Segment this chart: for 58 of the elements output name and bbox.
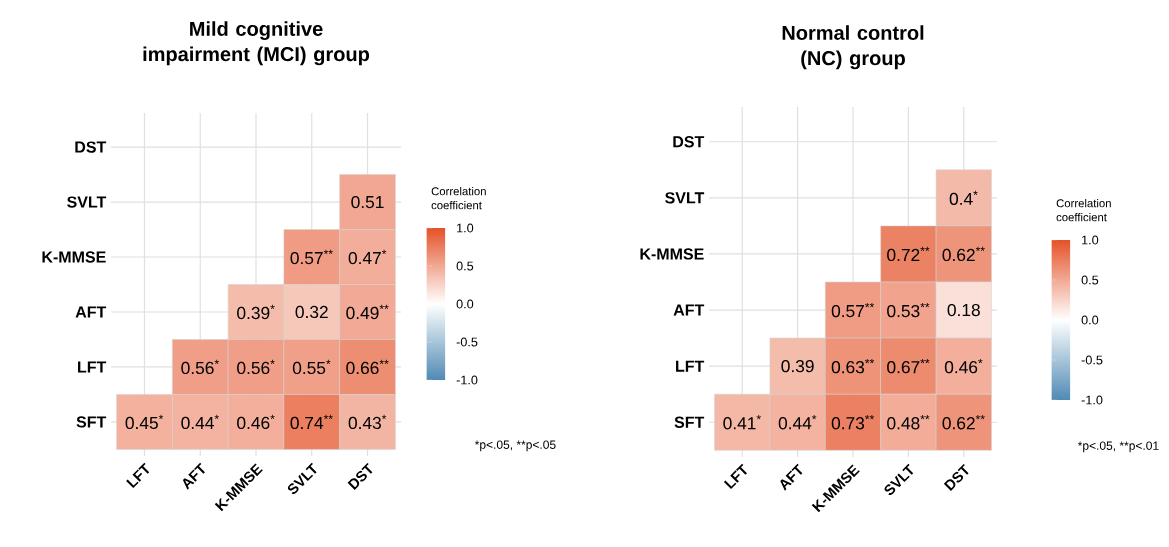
color-bar-label: 0.5 [1081,275,1099,285]
y-tick-label: DST [75,141,107,153]
data-label: 0.66$^{**}$ [346,359,389,375]
data-label: 0.41$^{*}$ [723,415,761,430]
data-label: 0.63$^{**}$ [831,358,875,374]
y-tick-label: AFT [673,304,705,316]
data-label: 0.46$^{*}$ [237,414,275,430]
color-bar-label: -0.5 [1081,355,1103,365]
data-label: 0.4$^{*}$ [949,190,978,206]
data-label: 0.56$^{*}$ [181,359,219,375]
y-tick-label: DST [673,136,705,148]
data-label: 0.49$^{**}$ [346,304,389,320]
data-label: 0.44$^{*}$ [181,414,219,430]
y-tick-label: AFT [75,306,107,318]
chart-title: Mild cognitive impairment (MCI) group [143,21,370,66]
data-label: 0.67$^{**}$ [887,358,930,374]
data-label: 0.39 [781,359,814,373]
y-tick-label: LFT [676,360,705,372]
data-label: 0.62$^{**}$ [942,246,985,262]
data-label: 0.53$^{**}$ [887,302,930,318]
color-bar-label: 0.0 [456,299,474,309]
data-label: 0.44$^{*}$ [778,415,817,430]
data-label: 0.47$^{*}$ [348,249,387,265]
color-bar-title: Correlation coefficient [431,186,486,210]
data-label: 0.56$^{*}$ [237,359,275,375]
color-bar-label: 1.0 [1082,235,1099,245]
y-tick-label: SFT [76,416,107,428]
data-label: 0.39$^{*}$ [237,304,275,320]
text: *p<.05, **p<.01 [1077,441,1159,453]
color-bar-label: 1.0 [457,223,474,233]
data-label: 0.55$^{*}$ [292,359,331,375]
color-bar-label: 0.5 [456,261,474,271]
color-bar-label: 0.0 [1081,315,1099,325]
color-bar-label: -1.0 [1081,395,1103,405]
y-tick-label: K-MMSE [42,251,106,263]
data-label: 0.57$^{**}$ [290,249,333,265]
y-tick-label: LFT [78,361,107,373]
color-bar-label: -0.5 [456,337,478,347]
y-tick-label: K-MMSE [640,248,704,260]
data-label: 0.32 [295,305,328,319]
data-label: 0.62$^{**}$ [942,415,985,430]
data-label: 0.51 [351,195,384,209]
data-label: 0.73$^{**}$ [831,415,875,430]
color-bar-label: -1.0 [456,375,478,385]
text: *p<.05, **p<.05 [474,440,556,452]
data-label: 0.57$^{**}$ [831,302,875,318]
data-label: 0.18 [947,303,980,317]
data-label: 0.72$^{**}$ [887,246,930,262]
chart-title: Normal control (NC) group [782,25,924,70]
y-tick-label: SFT [674,416,705,428]
data-label: 0.48$^{**}$ [887,415,930,430]
color-bar-title: Correlation coefficient [1056,198,1111,222]
data-label: 0.74$^{**}$ [290,414,333,430]
y-tick-label: SVLT [67,196,107,208]
data-label: 0.43$^{*}$ [348,414,387,430]
data-label: 0.46$^{*}$ [944,358,983,374]
y-tick-label: SVLT [665,192,705,204]
data-label: 0.45$^{*}$ [125,414,164,430]
